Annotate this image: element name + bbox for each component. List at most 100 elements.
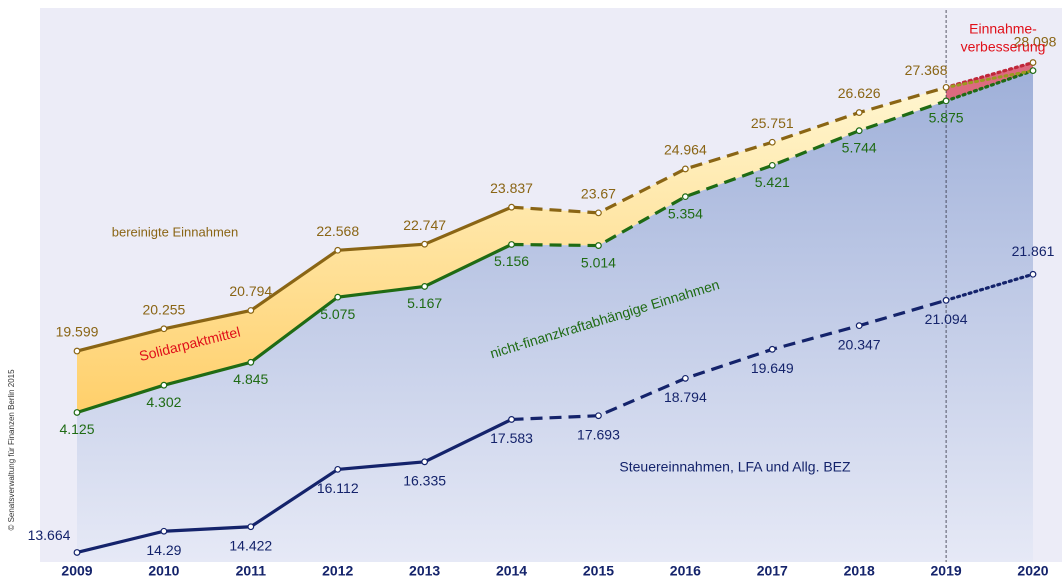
point [334, 293, 342, 301]
line [511, 99, 947, 248]
x-tick-label: 2017 [757, 563, 788, 579]
point [855, 322, 863, 330]
value-label: 19.649 [751, 360, 794, 376]
value-label: 5.421 [755, 174, 790, 190]
point [1029, 270, 1037, 278]
value-label: 5.875 [929, 110, 964, 126]
value-label: 16.335 [403, 473, 446, 489]
point [421, 283, 429, 290]
point [1029, 67, 1037, 75]
area-below [77, 70, 1033, 563]
x-tick-label: 2009 [61, 563, 92, 579]
line [511, 85, 947, 215]
x-tick-label: 2011 [236, 563, 267, 579]
x-tick-label: 2016 [670, 563, 701, 579]
line [944, 272, 1035, 302]
value-label: 4.125 [59, 421, 94, 437]
value-label: 14.422 [229, 537, 272, 553]
value-label: 20.255 [142, 301, 185, 317]
point [73, 549, 81, 556]
x-tick-label: 2012 [322, 563, 353, 579]
point [1029, 59, 1037, 66]
value-label: 20.347 [838, 336, 881, 352]
point [681, 165, 689, 173]
source: © Senatsverwaltung für Finanzen Berlin 2… [7, 369, 16, 531]
value-label: 21.861 [1012, 243, 1055, 259]
point [595, 242, 602, 249]
value-label: 5.156 [494, 253, 529, 269]
point [73, 347, 81, 355]
point [855, 127, 863, 135]
point [160, 325, 168, 333]
band-area [77, 87, 947, 413]
point [595, 412, 602, 420]
point [73, 409, 81, 416]
value-label: 23.837 [490, 180, 533, 196]
line [76, 205, 513, 353]
value-label: 20.794 [229, 283, 272, 299]
point [421, 458, 429, 466]
point [247, 523, 255, 531]
value-label: 23.67 [581, 186, 616, 202]
value-label: 5.744 [842, 139, 877, 155]
value-label: 17.583 [490, 430, 533, 446]
improvement-area [946, 62, 1033, 101]
point [508, 203, 515, 211]
value-label: 5.014 [581, 254, 616, 270]
point [160, 381, 168, 389]
point [508, 241, 515, 248]
value-label: 18.794 [664, 389, 707, 405]
point [681, 374, 689, 382]
value-label: 27.368 [905, 62, 948, 78]
point [247, 358, 255, 366]
value-label: 17.693 [577, 426, 620, 442]
value-label: 19.599 [56, 324, 99, 340]
point [508, 416, 515, 423]
x-tick-label: 2013 [409, 563, 440, 579]
line [76, 243, 513, 414]
line [76, 418, 513, 555]
x-tick-label: 2019 [931, 563, 962, 579]
point [942, 83, 950, 91]
point [160, 527, 168, 535]
value-label: 16.112 [317, 480, 359, 496]
value-label: 5.167 [407, 295, 442, 311]
point [334, 465, 342, 473]
x-tick-label: 2020 [1017, 563, 1048, 579]
point [942, 97, 950, 105]
point [768, 161, 776, 169]
value-label: 26.626 [838, 85, 881, 101]
value-label: 21.094 [925, 311, 968, 327]
value-label: 5.075 [320, 306, 355, 322]
line-projection [944, 69, 1035, 89]
value-label: 4.302 [146, 394, 181, 410]
value-label: 5.354 [668, 205, 703, 221]
value-label: 4.845 [233, 371, 268, 387]
value-label: 28.098 [1014, 33, 1057, 49]
x-tick-label: 2015 [583, 563, 614, 579]
point [334, 246, 342, 254]
point [942, 296, 950, 304]
point [247, 307, 255, 314]
point [855, 109, 863, 116]
line [944, 60, 1035, 89]
improvement-label: verbesserung [961, 39, 1046, 55]
point [681, 193, 689, 201]
x-tick-label: 2014 [496, 563, 527, 579]
series-label: Steuereinnahmen, LFA und Allg. BEZ [619, 459, 851, 475]
x-tick-label: 2010 [148, 563, 179, 579]
point [421, 240, 429, 248]
x-tick-label: 2018 [844, 563, 875, 579]
value-label: 14.29 [146, 542, 181, 558]
value-label: 22.568 [316, 223, 359, 239]
value-label: 25.751 [751, 115, 794, 131]
improvement-label: Einnahme- [969, 21, 1037, 37]
series-label: bereinigte Einnahmen [112, 224, 238, 239]
point [768, 138, 776, 146]
value-label: 24.964 [664, 142, 707, 158]
point [595, 209, 602, 217]
line [944, 69, 1035, 103]
value-label: 13.664 [28, 527, 71, 543]
point [768, 345, 776, 353]
value-label: 22.747 [403, 217, 446, 233]
